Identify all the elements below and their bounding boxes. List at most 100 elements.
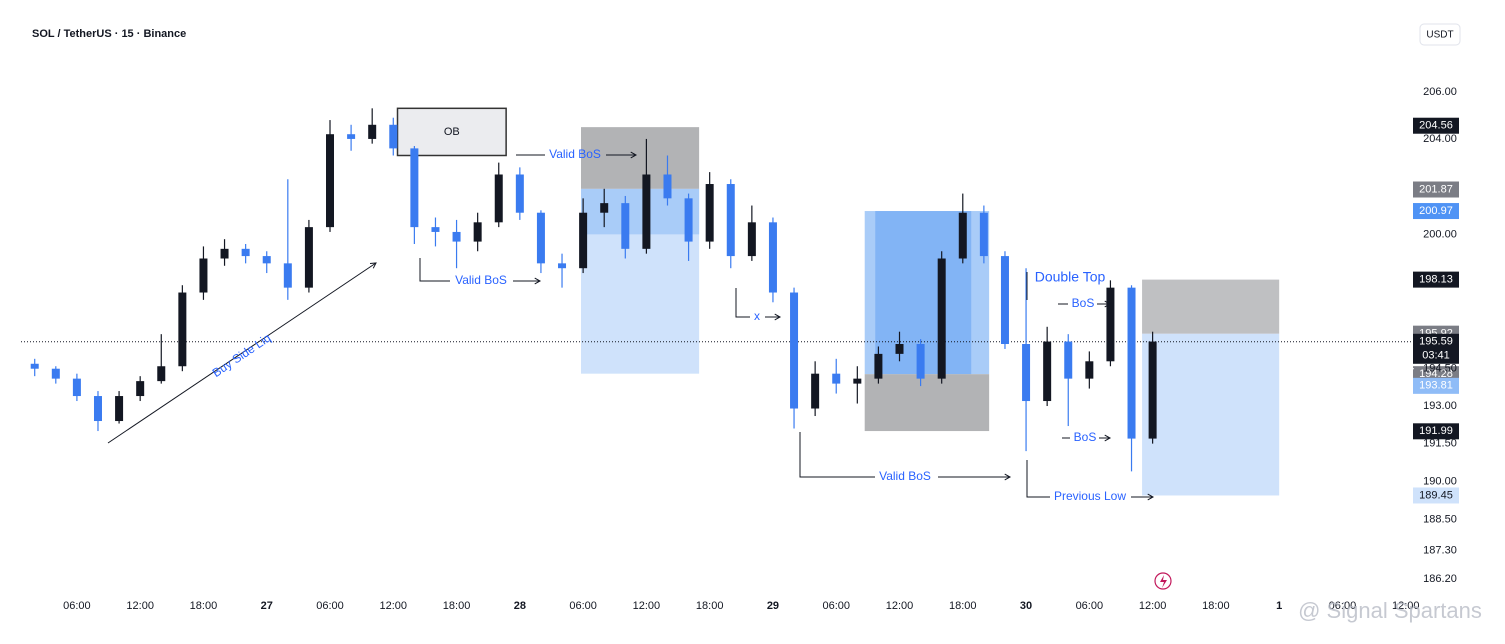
x-tick-label: 12:00 (380, 600, 408, 612)
annotation: BoS (1072, 296, 1095, 310)
candle-body (642, 174, 651, 249)
candle-body (115, 396, 124, 422)
y-tick-label: 186.20 (1423, 573, 1457, 585)
x-tick-label: 12:00 (886, 600, 914, 612)
annotation: Double Top (1035, 269, 1106, 285)
arrow-head (369, 262, 377, 269)
candle-body (178, 292, 187, 367)
candle-body (1127, 287, 1136, 439)
x-tick-label: 28 (514, 600, 526, 612)
candle-body (72, 378, 81, 397)
y-tick-label: 200.00 (1423, 228, 1457, 240)
candle-body (579, 212, 588, 269)
y-tick-label: 194.50 (1423, 363, 1457, 375)
currency-button[interactable] (1419, 23, 1461, 46)
x-tick-label: 30 (1020, 600, 1032, 612)
annotation: Previous Low (1054, 489, 1126, 503)
y-tick-label: 206.00 (1423, 86, 1457, 98)
x-tick-label: 12:00 (1392, 600, 1420, 612)
candle-body (473, 222, 482, 242)
price-badge (1413, 423, 1459, 440)
candle-body (1022, 344, 1031, 402)
y-tick-label: 190.00 (1423, 475, 1457, 487)
candle-body (410, 148, 419, 228)
candle-body (958, 212, 967, 259)
candle-body (705, 184, 714, 242)
candle-body (811, 373, 820, 409)
annotation: Valid BoS (455, 273, 507, 287)
candle-body (452, 231, 461, 242)
price-badge-label: 194.28 (1419, 368, 1453, 380)
x-tick-label: 12:00 (633, 600, 661, 612)
candle-body (853, 378, 862, 384)
candle-body (1085, 361, 1094, 379)
annotation-line (799, 432, 875, 478)
annotation-line (735, 288, 750, 318)
x-tick-label: 29 (767, 600, 779, 612)
x-tick-label: 06:00 (63, 600, 91, 612)
x-tick-label: 12:00 (126, 600, 154, 612)
x-tick-label: 1 (1276, 600, 1282, 612)
candle-body (1043, 341, 1052, 402)
price-badge-label: 201.87 (1419, 183, 1453, 195)
candle-body (600, 203, 609, 213)
candle-body (304, 227, 313, 288)
plot-area: OB Buy Side Liq Valid BoS Valid BoS Valid Bo… (21, 107, 1459, 504)
x-tick-label: 18:00 (696, 600, 724, 612)
annotation: x (754, 309, 760, 323)
annotation: Buy Side Liq (210, 331, 274, 380)
candle-body (832, 373, 841, 384)
candle-body (220, 248, 229, 259)
zone-label: OB (444, 126, 460, 138)
candle-body (747, 222, 756, 257)
candle-body (1000, 256, 1009, 345)
arrow-head (1004, 473, 1012, 481)
candle-body (494, 174, 503, 223)
price-badge (1413, 181, 1459, 198)
currency-label: USDT (1426, 30, 1453, 41)
y-tick-label: 204.00 (1423, 133, 1457, 145)
annotation-arrow (107, 262, 377, 444)
candle-body (684, 198, 693, 242)
candle-body (368, 124, 377, 139)
arrow-head (534, 277, 542, 285)
candle-body (916, 344, 925, 379)
y-tick-label: 187.30 (1423, 544, 1457, 556)
x-tick-label: 06:00 (1076, 600, 1104, 612)
candle-body (515, 174, 524, 213)
chart-title: SOL / TetherUS · 15 · Binance (32, 28, 186, 40)
watermark: @ Signal Spartans (1298, 598, 1482, 623)
candle-body (347, 134, 356, 139)
candle-body (790, 292, 799, 409)
candle-body (136, 381, 145, 397)
annotation-line (419, 258, 450, 282)
x-tick-label: 18:00 (443, 600, 471, 612)
price-badge (1413, 377, 1459, 394)
x-tick-label: 18:00 (190, 600, 218, 612)
price-badge-label: 189.45 (1419, 489, 1453, 501)
candle-body (30, 363, 39, 369)
candle-body (663, 174, 672, 199)
zone (396, 107, 507, 157)
x-tick-label: 18:00 (949, 600, 977, 612)
y-tick-label: 188.50 (1423, 514, 1457, 526)
annotation: BoS (1074, 430, 1097, 444)
candle-body (326, 134, 335, 228)
candle-body (199, 258, 208, 293)
arrow-head (1104, 434, 1112, 442)
annotation: Valid BoS (549, 147, 601, 161)
x-tick-label: 18:00 (1202, 600, 1230, 612)
price-badge-label: 204.56 (1419, 120, 1453, 132)
candle-body (1064, 341, 1073, 379)
zone (1142, 333, 1280, 496)
x-tick-label: 06:00 (1329, 600, 1357, 612)
candle-body (895, 344, 904, 354)
x-tick-label: 06:00 (316, 600, 344, 612)
arrow-head (1147, 493, 1155, 501)
zone (1142, 279, 1280, 334)
price-badge (1413, 203, 1459, 220)
price-badge-label: 200.97 (1419, 205, 1453, 217)
candle-body (768, 222, 777, 293)
candle-body (1106, 287, 1115, 362)
candle-body (937, 258, 946, 379)
